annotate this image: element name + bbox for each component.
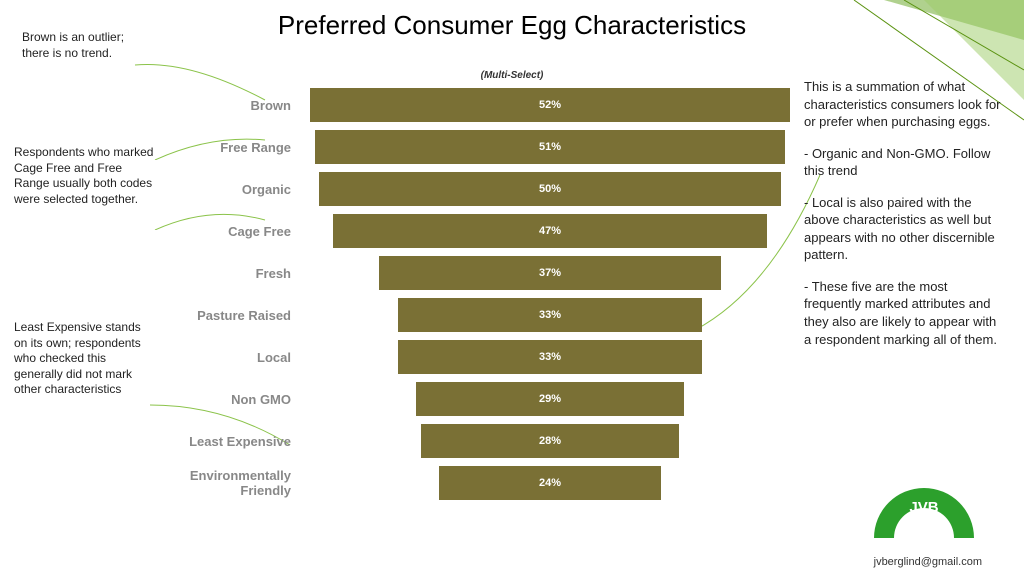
- bar-wrap: 29%: [305, 382, 795, 416]
- left-note-2: Respondents who marked Cage Free and Fre…: [14, 145, 154, 207]
- right-p3: - These five are the most frequently mar…: [804, 278, 1004, 348]
- right-notes: This is a summation of what characterist…: [804, 78, 1004, 362]
- row-label: Brown: [155, 98, 305, 113]
- logo: JVB: [864, 488, 984, 548]
- chart-row: Local 33%: [155, 336, 795, 378]
- chart-row: Free Range 51%: [155, 126, 795, 168]
- bar-wrap: 28%: [305, 424, 795, 458]
- bar: 51%: [315, 130, 786, 164]
- bar: 33%: [398, 340, 703, 374]
- bar: 37%: [379, 256, 721, 290]
- chart-row: Cage Free 47%: [155, 210, 795, 252]
- bar: 28%: [421, 424, 679, 458]
- row-label: Fresh: [155, 266, 305, 281]
- bar: 33%: [398, 298, 703, 332]
- bar-wrap: 50%: [305, 172, 795, 206]
- bar-wrap: 37%: [305, 256, 795, 290]
- row-label: Organic: [155, 182, 305, 197]
- right-p2: - Local is also paired with the above ch…: [804, 194, 1004, 264]
- bar-wrap: 51%: [305, 130, 795, 164]
- chart-row: Environmentally Friendly 24%: [155, 462, 795, 504]
- left-note-3: Least Expensive stands on its own; respo…: [14, 320, 149, 398]
- chart-row: Brown 52%: [155, 84, 795, 126]
- bar: 29%: [416, 382, 684, 416]
- row-label: Least Expensive: [155, 434, 305, 449]
- row-label: Pasture Raised: [155, 308, 305, 323]
- chart-title: Preferred Consumer Egg Characteristics: [0, 10, 1024, 41]
- row-label: Environmentally Friendly: [155, 468, 305, 498]
- row-label: Local: [155, 350, 305, 365]
- chart-row: Non GMO 29%: [155, 378, 795, 420]
- slide: Preferred Consumer Egg Characteristics (…: [0, 0, 1024, 576]
- funnel-chart: Brown 52% Free Range 51% Organic 50% Cage Free…: [155, 84, 795, 504]
- bar-wrap: 24%: [305, 466, 795, 500]
- bar: 52%: [310, 88, 790, 122]
- right-p1: - Organic and Non-GMO. Follow this trend: [804, 145, 1004, 180]
- row-label: Cage Free: [155, 224, 305, 239]
- contact-email: jvberglind@gmail.com: [874, 556, 982, 568]
- bar-wrap: 33%: [305, 340, 795, 374]
- chart-row: Organic 50%: [155, 168, 795, 210]
- right-intro: This is a summation of what characterist…: [804, 78, 1004, 131]
- row-label: Free Range: [155, 140, 305, 155]
- chart-row: Least Expensive 28%: [155, 420, 795, 462]
- row-label: Non GMO: [155, 392, 305, 407]
- bar-wrap: 47%: [305, 214, 795, 248]
- chart-row: Fresh 37%: [155, 252, 795, 294]
- bar-wrap: 52%: [305, 88, 795, 122]
- bar: 24%: [439, 466, 661, 500]
- svg-text:JVB: JVB: [909, 499, 938, 516]
- left-note-1: Brown is an outlier; there is no trend.: [22, 30, 132, 61]
- bar: 47%: [333, 214, 767, 248]
- bar: 50%: [319, 172, 781, 206]
- bar-wrap: 33%: [305, 298, 795, 332]
- chart-row: Pasture Raised 33%: [155, 294, 795, 336]
